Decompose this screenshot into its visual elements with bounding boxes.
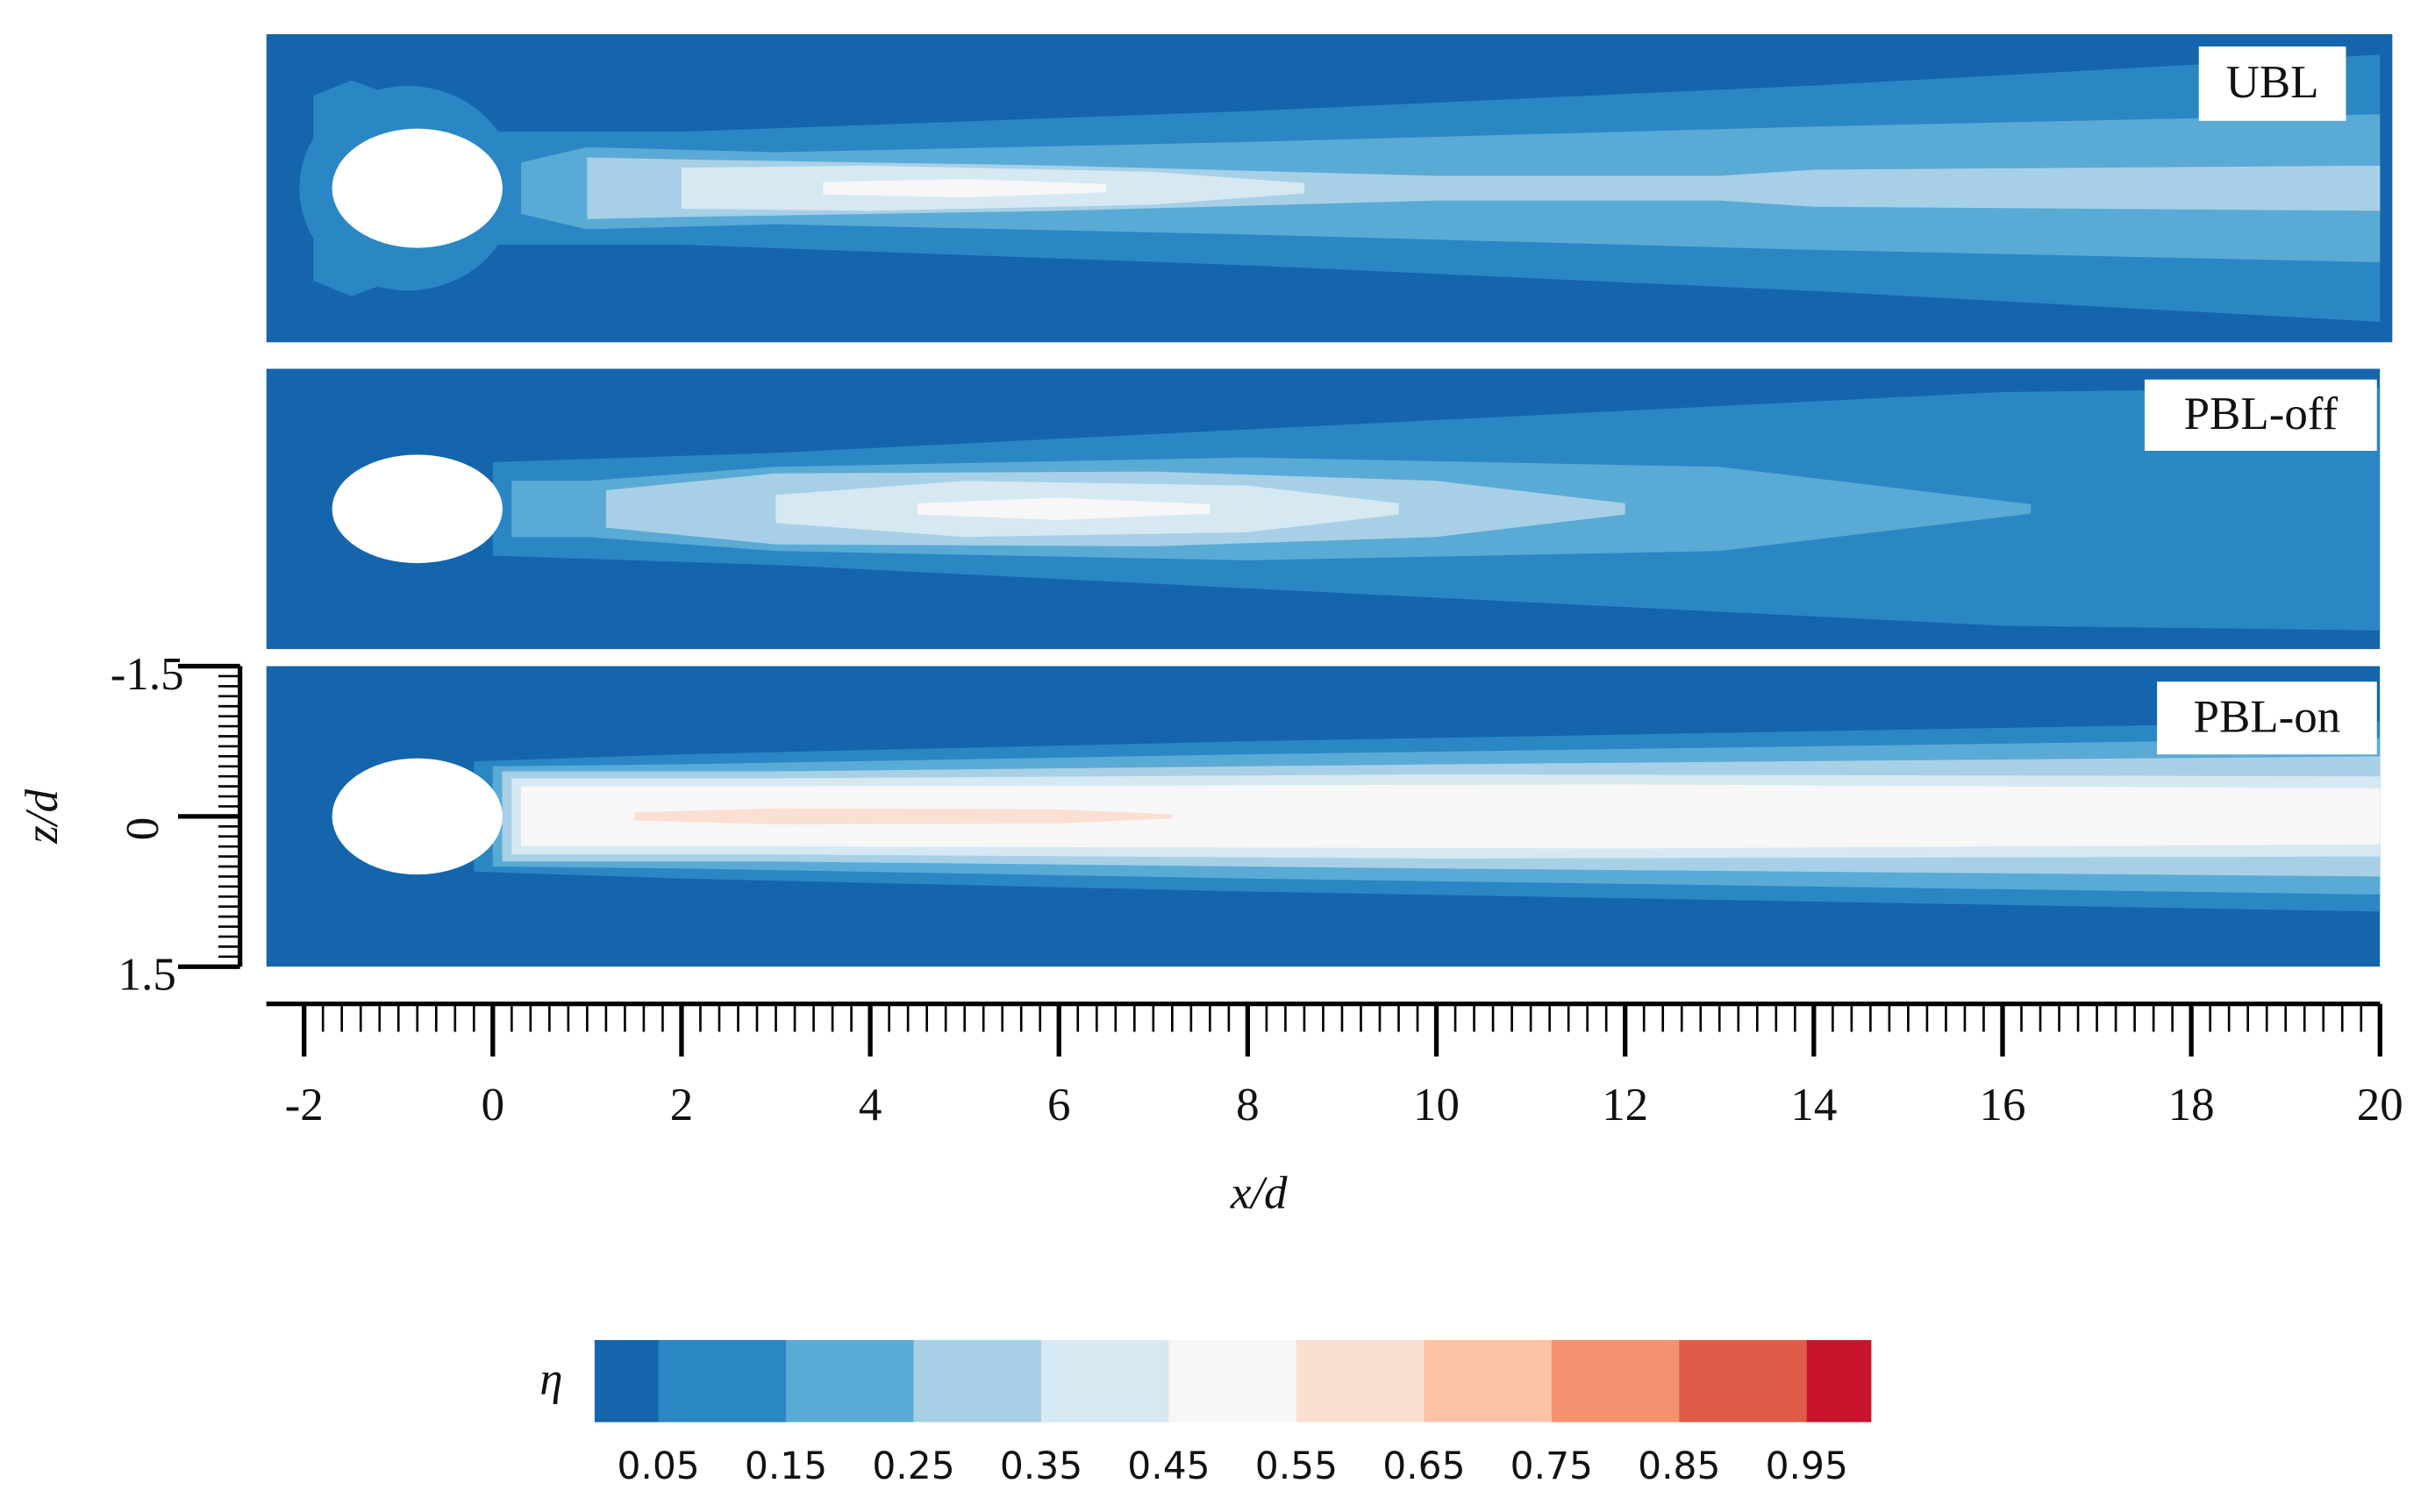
colorbar-tick-label: 0.85 (1638, 1444, 1720, 1487)
colorbar-swatch (1296, 1339, 1425, 1423)
x-tick-label: -2 (285, 1080, 324, 1130)
colorbar-tick-label: 0.65 (1382, 1444, 1465, 1487)
x-tick-label: 20 (2357, 1080, 2403, 1130)
x-tick-label: 4 (859, 1080, 882, 1130)
colorbar-tick-label: 0.35 (1000, 1444, 1082, 1487)
x-tick-label: 18 (2168, 1080, 2215, 1130)
panel-label-box (2144, 379, 2377, 452)
colorbar-tick-label: 0.05 (617, 1444, 699, 1487)
colorbar-tick-label: 0.95 (1766, 1444, 1848, 1487)
colorbar-swatch (913, 1339, 1042, 1423)
contour-panel (266, 368, 2381, 650)
colorbar-swatch (1551, 1339, 1681, 1423)
cylinder (332, 128, 503, 248)
colorbar-swatch (594, 1339, 660, 1423)
colorbar-tick-label: 0.75 (1510, 1444, 1593, 1487)
cylinder (332, 758, 503, 875)
colorbar-tick-label: 0.55 (1255, 1444, 1338, 1487)
colorbar-swatch (786, 1339, 915, 1423)
colorbar-swatch (1168, 1339, 1297, 1423)
x-tick-label: 8 (1236, 1080, 1259, 1130)
panel-label-box (2157, 681, 2377, 755)
panel-label: PBL-off (2184, 389, 2339, 439)
colorbar-tick-label: 0.25 (872, 1444, 954, 1487)
contour-region (521, 784, 2381, 849)
x-tick-label: 14 (1790, 1080, 1837, 1130)
cylinder (332, 454, 503, 564)
y-tick-label: 1.5 (118, 950, 176, 1001)
contour-panel (266, 33, 2393, 343)
panel-label: PBL-on (2194, 691, 2341, 742)
x-tick-label: 2 (670, 1080, 693, 1130)
colorbar-label: η (539, 1354, 562, 1405)
contour-panel (266, 666, 2381, 967)
x-tick-label: 6 (1047, 1080, 1070, 1130)
x-tick-label: 0 (482, 1080, 504, 1130)
panel-label: UBL (2226, 57, 2319, 108)
colorbar-tick-label: 0.45 (1127, 1444, 1210, 1487)
colorbar-swatch (1679, 1339, 1808, 1423)
colorbar-tick-label: 0.15 (745, 1444, 827, 1487)
y-tick-label: -1.5 (111, 649, 184, 700)
contour-region (823, 179, 1107, 198)
colorbar-swatch (1040, 1339, 1170, 1423)
y-tick-label: 0 (118, 817, 168, 840)
panel-label-box (2198, 46, 2346, 121)
y-axis-label: z/d (17, 788, 68, 844)
colorbar-swatch (658, 1339, 787, 1423)
colorbar-swatch (1806, 1339, 1872, 1423)
colorbar-swatch (1424, 1339, 1553, 1423)
x-tick-label: 12 (1602, 1080, 1648, 1130)
contour-region (917, 497, 1210, 521)
x-tick-label: 16 (1980, 1080, 2026, 1130)
x-tick-label: 10 (1413, 1080, 1460, 1130)
contour-region (634, 808, 1173, 825)
x-axis-label: x/d (1230, 1168, 1288, 1219)
